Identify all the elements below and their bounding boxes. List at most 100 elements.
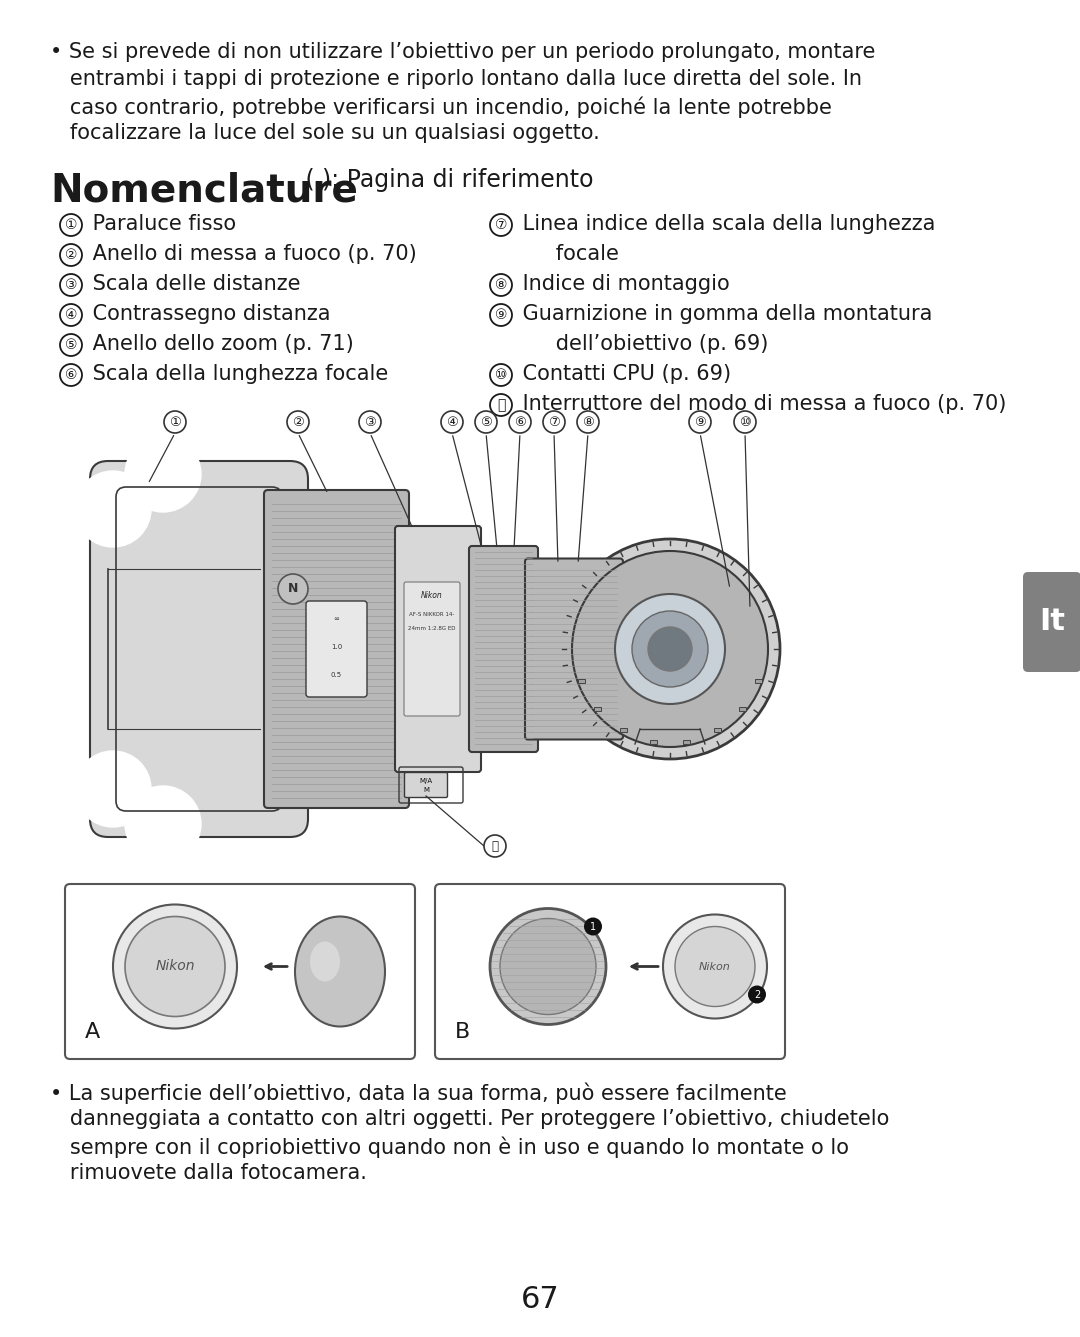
Text: ⑩: ⑩ bbox=[739, 416, 751, 428]
Text: ⑦: ⑦ bbox=[548, 416, 559, 428]
Circle shape bbox=[75, 751, 151, 828]
Circle shape bbox=[125, 916, 225, 1016]
Text: ④: ④ bbox=[65, 308, 78, 322]
Circle shape bbox=[509, 410, 531, 433]
Text: ⑤: ⑤ bbox=[65, 338, 78, 352]
Circle shape bbox=[584, 917, 602, 936]
FancyBboxPatch shape bbox=[306, 602, 367, 697]
Circle shape bbox=[490, 364, 512, 386]
Text: AF-S NIKKOR 14-: AF-S NIKKOR 14- bbox=[409, 611, 455, 616]
Text: N: N bbox=[287, 583, 298, 595]
Text: 1.0: 1.0 bbox=[330, 644, 342, 650]
Text: entrambi i tappi di protezione e riporlo lontano dalla luce diretta del sole. In: entrambi i tappi di protezione e riporlo… bbox=[50, 70, 862, 90]
Circle shape bbox=[500, 919, 596, 1015]
Text: ③: ③ bbox=[364, 416, 376, 428]
Text: Indice di montaggio: Indice di montaggio bbox=[516, 274, 730, 294]
Text: rimuovete dalla fotocamera.: rimuovete dalla fotocamera. bbox=[50, 1163, 367, 1183]
Text: 2: 2 bbox=[754, 989, 760, 1000]
Text: ⑥: ⑥ bbox=[65, 368, 78, 382]
Circle shape bbox=[572, 551, 768, 747]
Text: ∞: ∞ bbox=[334, 616, 339, 622]
Circle shape bbox=[60, 214, 82, 237]
Ellipse shape bbox=[310, 941, 340, 981]
Text: Paraluce fisso: Paraluce fisso bbox=[86, 214, 237, 234]
Circle shape bbox=[125, 786, 201, 862]
Circle shape bbox=[675, 927, 755, 1007]
Text: 67: 67 bbox=[521, 1285, 559, 1313]
Text: ②: ② bbox=[292, 416, 303, 428]
Circle shape bbox=[278, 574, 308, 604]
Circle shape bbox=[60, 364, 82, 386]
Text: ①: ① bbox=[65, 218, 78, 233]
Text: Linea indice della scala della lunghezza: Linea indice della scala della lunghezza bbox=[516, 214, 935, 234]
Bar bbox=[755, 679, 761, 683]
Text: Anello dello zoom (p. 71): Anello dello zoom (p. 71) bbox=[86, 334, 354, 354]
Circle shape bbox=[441, 410, 463, 433]
FancyBboxPatch shape bbox=[65, 884, 415, 1059]
Circle shape bbox=[75, 471, 151, 547]
Text: Scala delle distanze: Scala delle distanze bbox=[86, 274, 300, 294]
Circle shape bbox=[60, 334, 82, 356]
Text: sempre con il copriobiettivo quando non è in uso e quando lo montate o lo: sempre con il copriobiettivo quando non … bbox=[50, 1136, 849, 1158]
Text: • Se si prevede di non utilizzare l’obiettivo per un periodo prolungato, montare: • Se si prevede di non utilizzare l’obie… bbox=[50, 41, 876, 62]
Circle shape bbox=[475, 410, 497, 433]
Text: dell’obiettivo (p. 69): dell’obiettivo (p. 69) bbox=[516, 334, 768, 354]
FancyBboxPatch shape bbox=[405, 773, 447, 797]
FancyBboxPatch shape bbox=[395, 525, 481, 771]
Text: ⑪: ⑪ bbox=[497, 398, 505, 412]
Text: focalizzare la luce del sole su un qualsiasi oggetto.: focalizzare la luce del sole su un quals… bbox=[50, 123, 599, 143]
Circle shape bbox=[287, 410, 309, 433]
Bar bbox=[739, 707, 745, 711]
Circle shape bbox=[125, 436, 201, 512]
Bar bbox=[578, 679, 585, 683]
Text: Contatti CPU (p. 69): Contatti CPU (p. 69) bbox=[516, 364, 731, 384]
FancyBboxPatch shape bbox=[1023, 572, 1080, 673]
Text: ⑩: ⑩ bbox=[495, 368, 508, 382]
Text: ①: ① bbox=[170, 416, 181, 428]
Circle shape bbox=[490, 909, 606, 1024]
Text: caso contrario, potrebbe verificarsi un incendio, poiché la lente potrebbe: caso contrario, potrebbe verificarsi un … bbox=[50, 96, 832, 118]
Text: ⑨: ⑨ bbox=[694, 416, 706, 428]
Text: ⑦: ⑦ bbox=[495, 218, 508, 233]
Circle shape bbox=[734, 410, 756, 433]
Circle shape bbox=[561, 539, 780, 759]
FancyBboxPatch shape bbox=[469, 545, 538, 751]
Circle shape bbox=[490, 214, 512, 237]
Bar bbox=[594, 707, 602, 711]
Text: Nikon: Nikon bbox=[699, 961, 731, 972]
Text: ⑨: ⑨ bbox=[495, 308, 508, 322]
Circle shape bbox=[164, 410, 186, 433]
Text: Anello di messa a fuoco (p. 70): Anello di messa a fuoco (p. 70) bbox=[86, 243, 417, 263]
Circle shape bbox=[577, 410, 599, 433]
Text: ②: ② bbox=[65, 247, 78, 262]
Circle shape bbox=[490, 303, 512, 326]
Circle shape bbox=[648, 627, 692, 671]
Text: focale: focale bbox=[516, 243, 619, 263]
Circle shape bbox=[60, 303, 82, 326]
Circle shape bbox=[615, 594, 725, 705]
Bar bbox=[650, 739, 657, 743]
FancyBboxPatch shape bbox=[525, 559, 623, 739]
Text: Contrassegno distanza: Contrassegno distanza bbox=[86, 303, 330, 324]
FancyBboxPatch shape bbox=[264, 489, 409, 808]
Text: Nomenclature: Nomenclature bbox=[50, 172, 357, 210]
Circle shape bbox=[543, 410, 565, 433]
Circle shape bbox=[490, 394, 512, 416]
Text: ③: ③ bbox=[65, 278, 78, 291]
Text: M: M bbox=[423, 787, 429, 793]
Text: Nikon: Nikon bbox=[421, 591, 443, 600]
Circle shape bbox=[484, 836, 507, 857]
Text: ⑤: ⑤ bbox=[481, 416, 491, 428]
Text: ( ): Pagina di riferimento: ( ): Pagina di riferimento bbox=[298, 168, 594, 193]
FancyBboxPatch shape bbox=[404, 582, 460, 717]
Circle shape bbox=[60, 274, 82, 295]
Circle shape bbox=[748, 985, 766, 1004]
FancyBboxPatch shape bbox=[435, 884, 785, 1059]
Bar bbox=[683, 739, 690, 743]
Text: Interruttore del modo di messa a fuoco (p. 70): Interruttore del modo di messa a fuoco (… bbox=[516, 394, 1007, 414]
Text: ⑧: ⑧ bbox=[495, 278, 508, 291]
Text: • La superficie dell’obiettivo, data la sua forma, può essere facilmente: • La superficie dell’obiettivo, data la … bbox=[50, 1082, 786, 1103]
Circle shape bbox=[359, 410, 381, 433]
Text: danneggiata a contatto con altri oggetti. Per proteggere l’obiettivo, chiudetelo: danneggiata a contatto con altri oggetti… bbox=[50, 1108, 889, 1128]
Bar bbox=[714, 729, 720, 733]
